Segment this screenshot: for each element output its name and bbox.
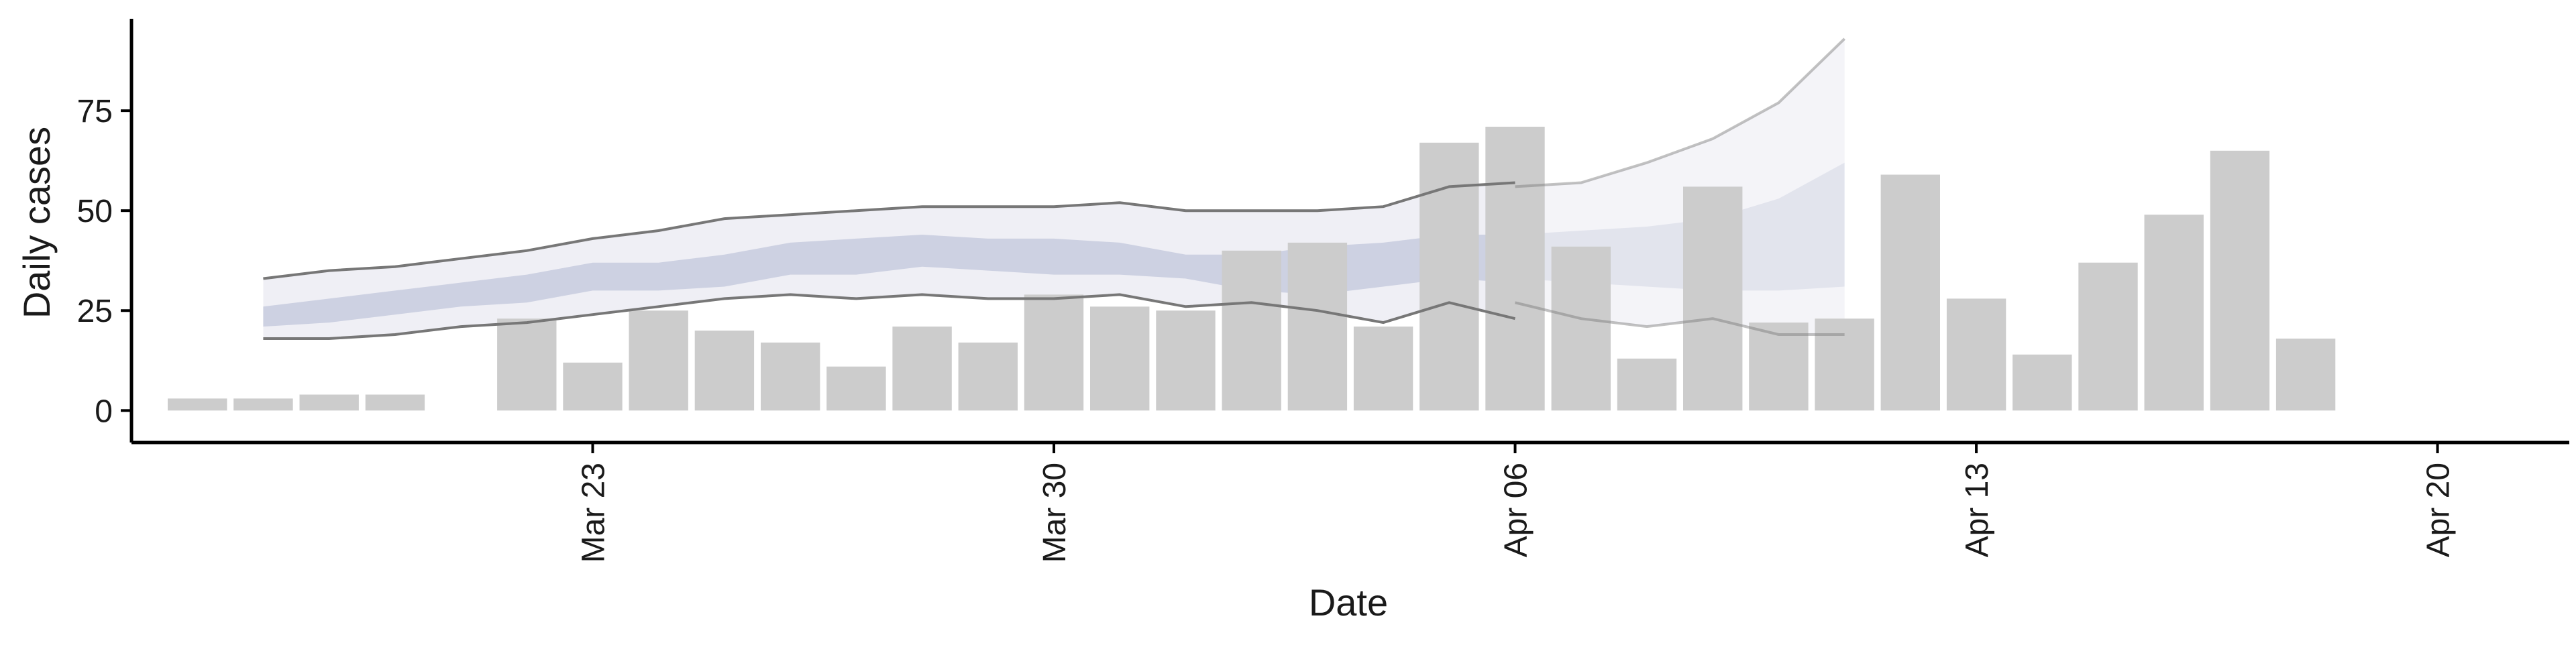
bar-2020-04-17 [2210, 150, 2270, 411]
x-tick-label: Apr 13 [1960, 463, 1995, 557]
bar-2020-03-22 [497, 318, 557, 411]
bar-2020-04-03 [1287, 242, 1348, 411]
bar-2020-03-31 [1090, 306, 1150, 411]
bar-2020-04-05 [1419, 142, 1479, 411]
daily-case-bars [168, 38, 2336, 411]
x-tick-label: Apr 06 [1499, 463, 1534, 557]
tick-marks: 0 25 50 75 Mar 23 Mar 30 Apr 06 Apr 13 Apr 20 [77, 94, 2457, 563]
bar-2020-04-14 [2012, 354, 2072, 411]
bar-2020-04-04 [1353, 327, 1413, 411]
bar-2020-04-02 [1222, 250, 1281, 411]
bar-2020-03-27 [826, 366, 886, 411]
bar-2020-03-24 [629, 310, 688, 411]
nowcast-upper-line [263, 181, 1515, 280]
bar-2020-03-30 [1024, 294, 1084, 411]
bar-2020-03-26 [761, 342, 820, 411]
axes [129, 19, 2569, 445]
y-tick-label: 25 [77, 294, 113, 329]
bar-2020-04-18 [2275, 339, 2336, 411]
bar-2020-04-11 [1815, 318, 1874, 411]
forecast-lower-line [1515, 301, 1845, 336]
bar-2020-04-06 [1485, 127, 1545, 411]
y-axis-title: Daily cases [15, 127, 58, 318]
bar-2020-03-17 [168, 398, 227, 411]
bar-2020-04-01 [1156, 310, 1216, 411]
forecast-upper-line [1515, 38, 1845, 188]
bar-2020-04-07 [1551, 246, 1611, 411]
bar-2020-04-12 [1880, 174, 1940, 411]
x-tick-label: Mar 23 [576, 463, 612, 563]
bar-2020-04-09 [1683, 186, 1743, 411]
bar-2020-04-16 [2144, 215, 2204, 411]
x-axis-title: Date [1309, 581, 1388, 624]
y-tick-label: 0 [95, 394, 113, 429]
bar-2020-04-13 [1946, 298, 2006, 411]
bar-2020-03-18 [233, 398, 293, 411]
bar-2020-03-19 [299, 394, 359, 411]
nowcast-lower-line [263, 293, 1515, 340]
x-tick-label: Mar 30 [1037, 463, 1073, 563]
x-tick-label: Apr 20 [2421, 463, 2457, 557]
bar-2020-03-29 [958, 342, 1018, 411]
y-tick-label: 50 [77, 194, 113, 229]
bar-2020-03-25 [694, 331, 755, 411]
nowcast-50-band [263, 235, 1515, 327]
bar-2020-03-20 [365, 394, 425, 411]
bar-2020-04-15 [2078, 262, 2138, 411]
bar-2020-03-28 [892, 327, 952, 411]
y-tick-label: 75 [77, 94, 113, 129]
bar-2020-04-08 [1617, 358, 1677, 411]
bar-2020-04-10 [1749, 322, 1809, 411]
bar-2020-03-23 [563, 362, 623, 411]
